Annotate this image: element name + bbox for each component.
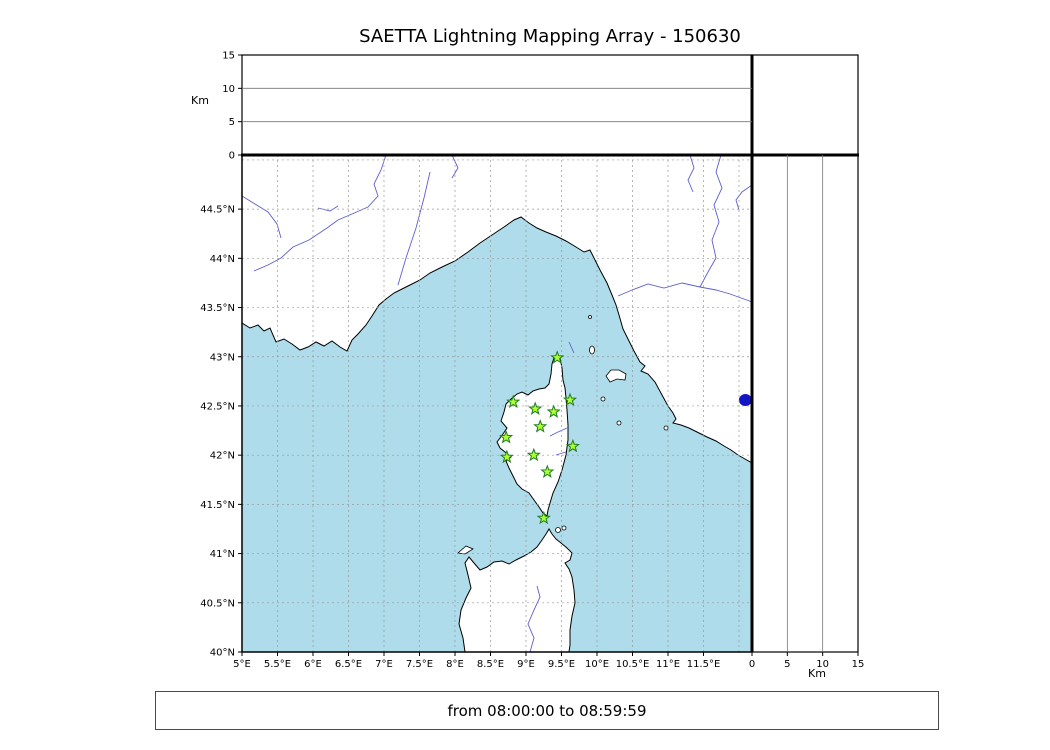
altitude-tick-label: 5 (784, 659, 790, 670)
lon-tick-label: 9°E (517, 659, 535, 670)
gorgona-island (588, 315, 592, 319)
river-line (397, 171, 431, 286)
altitude-tick-label: 15 (852, 659, 865, 670)
station-markers (499, 350, 580, 525)
lat-tick-label: 41.5°N (200, 500, 235, 511)
station-marker (550, 350, 565, 364)
lon-tick-label: 9.5°E (548, 659, 575, 670)
altitude-tick-label: 0 (749, 659, 755, 670)
station-marker (562, 392, 578, 407)
station-marker (533, 419, 548, 433)
station-marker (546, 404, 561, 418)
river-line (527, 585, 541, 652)
lat-tick-label: 41°N (210, 549, 235, 560)
landmasses (242, 155, 752, 652)
river-line (451, 155, 459, 179)
station-marker (499, 430, 514, 444)
capraia-island (589, 345, 595, 355)
lon-tick-label: 10.5°E (616, 659, 650, 670)
lon-tick-label: 5°E (233, 659, 251, 670)
river-line (617, 282, 752, 303)
river-line (699, 155, 723, 288)
altitude-tick-label: 0 (229, 151, 235, 162)
altitude-tick-label: 10 (816, 659, 829, 670)
station-marker (499, 449, 514, 464)
lon-tick-label: 11°E (656, 659, 680, 670)
altitude-tick-label: 10 (222, 84, 235, 95)
station-marker (506, 394, 521, 409)
time-range-label: from 08:00:00 to 08:59:59 (447, 701, 647, 720)
lon-tick-label: 7.5°E (406, 659, 433, 670)
lat-tick-label: 42.5°N (200, 401, 235, 412)
lat-tick-label: 43°N (210, 352, 235, 363)
river-line (253, 155, 387, 272)
river-line (568, 341, 575, 354)
map-graticule (242, 155, 752, 652)
altitude-tick-label: 5 (229, 117, 235, 128)
station-marker (565, 438, 580, 453)
maddalena-island (555, 527, 561, 533)
rivers (242, 155, 752, 652)
river-line (555, 451, 567, 456)
river-line (687, 155, 695, 193)
altitude-vs-longitude-panel (241, 54, 753, 156)
station-marker (528, 401, 543, 416)
lon-tick-label: 8°E (446, 659, 464, 670)
lat-tick-label: 42°N (210, 451, 235, 462)
lon-tick-label: 5.5°E (264, 659, 291, 670)
figure-title: SAETTA Lightning Mapping Array - 150630 (359, 26, 741, 47)
lat-tick-label: 44.5°N (200, 205, 235, 216)
mainland-coast (242, 155, 752, 464)
giglio-island (663, 425, 669, 431)
river-line (242, 195, 282, 239)
station-marker (536, 510, 551, 525)
montecristo-island (616, 420, 622, 426)
time-range-box: from 08:00:00 to 08:59:59 (155, 691, 939, 730)
station-marker (526, 447, 541, 462)
lon-tick-label: 10°E (585, 659, 609, 670)
lat-tick-label: 40.5°N (200, 598, 235, 609)
station-marker (540, 464, 555, 478)
lake-dot (738, 394, 752, 407)
lat-tick-label: 43.5°N (200, 303, 235, 314)
river-line (549, 427, 568, 437)
altitude-axis-label-bottom: Km (808, 667, 826, 680)
elba-island (605, 369, 627, 383)
lon-tick-label: 6.5°E (335, 659, 362, 670)
sardinia-island (458, 528, 576, 652)
lon-tick-label: 7°E (375, 659, 393, 670)
lat-tick-label: 44°N (210, 254, 235, 265)
lat-tick-label: 40°N (210, 648, 235, 659)
lon-tick-label: 8.5°E (477, 659, 504, 670)
altitude-tick-label: 15 (222, 51, 235, 62)
map-content (242, 155, 752, 652)
maddalena-island (561, 525, 567, 531)
lon-tick-label: 6°E (304, 659, 322, 670)
altitude-vs-latitude-panel (751, 154, 859, 653)
lakes (738, 394, 752, 407)
axis-labels: 44.5°N 44°N 43.5°N 43°N 42.5°N 42°N 41.5°N 41°N… (200, 51, 864, 671)
lon-tick-label: 11.5°E (687, 659, 721, 670)
top-right-panel (751, 54, 859, 156)
altitude-axis-label-left: Km (191, 94, 209, 107)
pianosa-island (600, 396, 606, 402)
